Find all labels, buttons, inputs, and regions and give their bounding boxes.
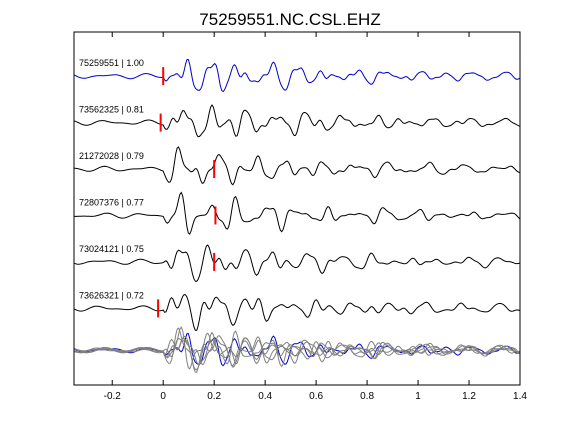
- waveform-trace: [73, 191, 521, 235]
- waveform-trace: [73, 58, 521, 93]
- waveform-trace: [73, 104, 521, 138]
- x-tick-label: 0.2: [207, 391, 221, 402]
- x-tick-label: -0.2: [104, 391, 122, 402]
- stacked-trace: [73, 335, 521, 373]
- x-tick-label: 0: [160, 391, 166, 402]
- x-tick-label: 0.4: [258, 391, 272, 402]
- x-tick-label: 1.4: [513, 391, 527, 402]
- stacked-trace: [73, 332, 521, 371]
- x-axis-ticks: -0.2 0 0.2 0.4 0.6 0.8 1 1.2 1.4: [104, 32, 527, 402]
- x-tick-label: 0.6: [309, 391, 323, 402]
- x-tick-label: 1.2: [462, 391, 476, 402]
- trace-label: 73562325 | 0.81: [79, 105, 144, 115]
- waveform-trace: [74, 146, 521, 186]
- trace-label: 73626321 | 0.72: [79, 290, 144, 300]
- waveform-trace: [73, 244, 521, 282]
- trace-label: 21272028 | 0.79: [79, 151, 144, 161]
- trace-labels: 75259551 | 1.00 73562325 | 0.81 21272028 |…: [79, 58, 144, 300]
- stack-overlay: [73, 326, 521, 373]
- pick-markers: [157, 67, 217, 318]
- trace-label: 73024121 | 0.75: [79, 244, 144, 254]
- trace-label: 72807376 | 0.77: [79, 197, 144, 207]
- traces-layer: [73, 58, 521, 331]
- x-tick-label: 1: [415, 391, 421, 402]
- x-tick-label: 0.8: [360, 391, 374, 402]
- axes-frame: [73, 31, 521, 386]
- waveform-trace: [73, 294, 521, 331]
- trace-label: 75259551 | 1.00: [79, 58, 144, 68]
- chart-title: 75259551.NC.CSL.EHZ: [199, 10, 380, 29]
